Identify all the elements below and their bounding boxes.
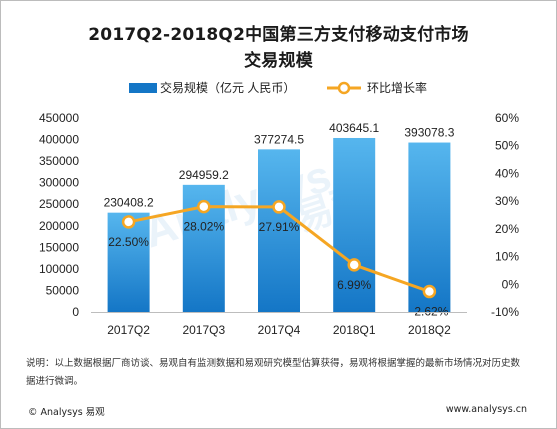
- bar-2017Q4: [258, 149, 300, 312]
- y-left-tick-label: 200000: [39, 219, 79, 233]
- x-tick-label: 2018Q1: [333, 323, 376, 337]
- y-left-tick-label: 250000: [39, 197, 79, 211]
- growth-point-2018Q1: [347, 258, 361, 272]
- y-left-tick-label: 0: [72, 305, 79, 319]
- y-right-tick-label: 60%: [495, 111, 519, 125]
- bar-value-label: 377274.5: [254, 132, 304, 146]
- growth-value-label: 28.02%: [183, 220, 224, 234]
- bar-series: 230408.2 294959.2 377274.5 403645.1 393078.3: [104, 121, 455, 312]
- chart-title-line1: 2017Q2-2018Q2中国第三方支付移动支付市场: [88, 25, 469, 45]
- chart-legend: 交易规模（亿元 人民币） 环比增长率: [129, 80, 427, 95]
- bar-value-label: 230408.2: [104, 196, 154, 210]
- y-left-tick-label: 300000: [39, 176, 79, 190]
- legend-line-marker: [337, 81, 351, 95]
- y-left-tick-label: 450000: [39, 111, 79, 125]
- legend-bar-label: 交易规模（亿元 人民币）: [160, 80, 295, 95]
- y-axis-left: 0 50000 100000 150000 200000 250000 300000 3500…: [39, 111, 79, 319]
- legend-bar-swatch: [129, 83, 157, 93]
- x-tick-label: 2017Q2: [107, 323, 150, 337]
- bar-2018Q1: [333, 137, 376, 312]
- y-right-tick-label: 50%: [495, 139, 519, 153]
- y-axis-right: -10% 0% 10% 20% 30% 40% 50% 60%: [491, 111, 519, 319]
- growth-value-label: 6.99%: [337, 278, 371, 292]
- bar-value-label: 403645.1: [329, 121, 379, 135]
- growth-value-label: 22.50%: [108, 235, 149, 249]
- x-tick-label: 2018Q2: [408, 323, 451, 337]
- chart-title-line2: 交易规模: [244, 51, 313, 71]
- x-axis: 2017Q2 2017Q3 2017Q4 2018Q1 2018Q2: [91, 312, 467, 337]
- growth-point-2017Q3: [197, 199, 211, 214]
- bar-value-label: 393078.3: [404, 126, 454, 140]
- bar-value-label: 294959.2: [179, 168, 229, 182]
- y-right-tick-label: 20%: [495, 222, 519, 236]
- y-left-tick-label: 350000: [39, 154, 79, 168]
- growth-value-label: -2.62%: [410, 305, 448, 319]
- line-series: 22.50% 28.02% 27.91% 6.99% -2.62%: [108, 199, 449, 319]
- chart-note: 说明：以上数据根据厂商访谈、易观自有监测数据和易观研究模型估算获得，易观将根据掌…: [26, 358, 521, 387]
- growth-point-2017Q4: [272, 200, 286, 214]
- y-left-tick-label: 400000: [39, 133, 79, 147]
- y-right-tick-label: 40%: [495, 166, 519, 180]
- growth-point-2017Q2: [121, 215, 136, 229]
- x-tick-label: 2017Q3: [182, 323, 225, 337]
- bar-2017Q2: [107, 212, 150, 312]
- footer-website: www.analysys.cn: [445, 404, 527, 415]
- legend-line-label: 环比增长率: [367, 80, 427, 95]
- growth-value-label: 27.91%: [259, 220, 300, 234]
- y-left-tick-label: 150000: [39, 240, 79, 254]
- y-left-tick-label: 50000: [46, 283, 80, 297]
- growth-point-2018Q2: [422, 284, 437, 299]
- y-right-tick-label: 0%: [502, 277, 520, 291]
- y-left-tick-label: 100000: [39, 262, 79, 276]
- bar-2018Q2: [408, 142, 451, 312]
- x-tick-label: 2017Q4: [258, 323, 301, 337]
- y-right-tick-label: 30%: [495, 194, 519, 208]
- y-right-tick-label: 10%: [495, 250, 519, 264]
- y-right-tick-label: -10%: [491, 305, 519, 319]
- footer-copyright: © Analysys 易观: [28, 407, 105, 418]
